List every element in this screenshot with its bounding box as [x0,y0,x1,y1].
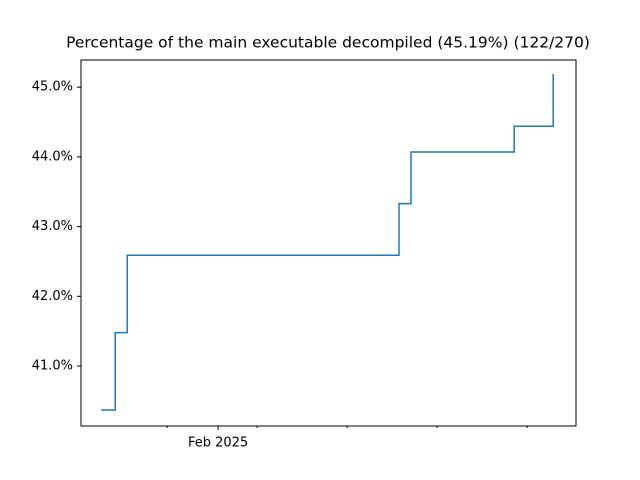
y-tick-label: 45.0% [32,80,73,95]
y-tick-label: 44.0% [32,149,73,164]
line-series [101,73,554,411]
chart-title: Percentage of the main executable decomp… [66,34,590,52]
y-tick-label: 43.0% [32,219,73,234]
y-tick-label: 42.0% [32,289,73,304]
y-tick-label: 41.0% [32,359,73,374]
x-tick-label: Feb 2025 [188,436,248,451]
axes-frame [80,59,577,427]
